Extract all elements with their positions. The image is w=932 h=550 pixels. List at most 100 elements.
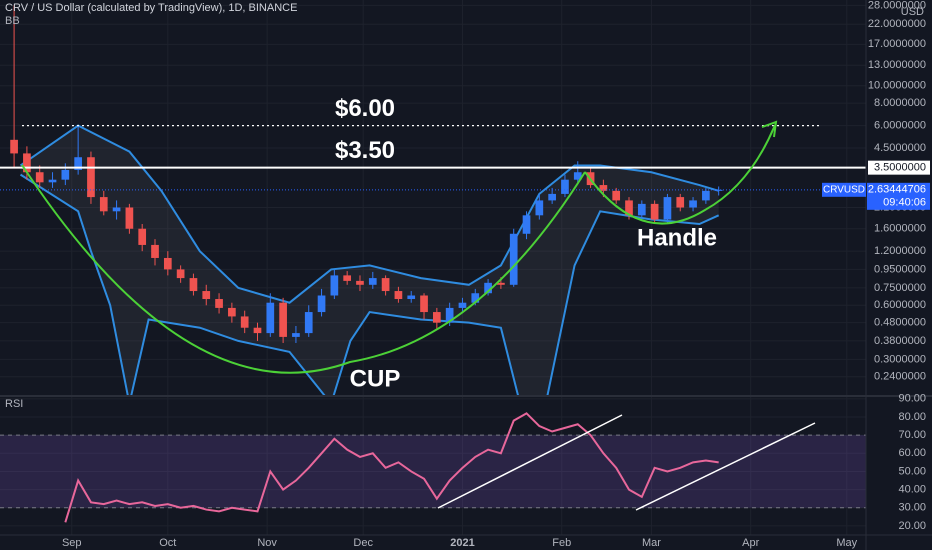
candle-body	[189, 278, 198, 292]
rsi-trendline	[635, 422, 816, 511]
rsi-tick-label: 70.00	[898, 429, 926, 441]
candle-body	[599, 185, 608, 191]
candle-body	[330, 275, 339, 296]
y-tick-label: 0.6000000	[874, 299, 926, 311]
level-label: $6.00	[335, 95, 395, 122]
rsi-band	[0, 435, 866, 508]
y-tick-label: 8.0000000	[874, 97, 926, 109]
band-lower	[19, 173, 720, 395]
candle-body	[420, 295, 428, 313]
y-tick-label: 6.0000000	[874, 119, 926, 131]
arrow-head	[761, 120, 778, 138]
symbol-box	[822, 182, 866, 197]
candle-body	[689, 200, 697, 208]
x-tick-label: Apr	[742, 537, 759, 549]
candle-body	[663, 197, 672, 220]
x-tick-label: 2021	[450, 537, 474, 549]
y-tick-label: 0.2400000	[874, 371, 926, 383]
candle-body	[522, 215, 531, 234]
candle-body	[266, 302, 275, 334]
rsi-tick-label: 90.00	[898, 393, 926, 405]
candle-body	[548, 193, 556, 201]
symbol-label: CRVUSD	[823, 184, 865, 195]
candle-body	[163, 257, 172, 270]
candle-body	[317, 295, 326, 313]
chart-title: CRV / US Dollar (calculated by TradingVi…	[5, 2, 297, 14]
price-box	[867, 182, 930, 210]
candle-body	[484, 282, 492, 294]
candle-body	[343, 275, 352, 281]
candle-body	[304, 312, 313, 334]
candle-body	[458, 302, 467, 308]
y-tick-label: 4.5000000	[874, 142, 926, 154]
level-label: $3.50	[335, 137, 395, 164]
y-tick-label: 28.0000000	[868, 0, 926, 11]
candle-body	[368, 278, 377, 285]
rsi-tick-label: 50.00	[898, 465, 926, 477]
y-tick-label: 1.6000000	[874, 223, 926, 235]
cup-label: CUP	[350, 365, 401, 392]
last-price-label: 2.63444706	[868, 184, 926, 196]
candle-body	[509, 233, 518, 285]
rsi-tick-label: 60.00	[898, 447, 926, 459]
candle-body	[215, 299, 223, 308]
candle-body	[48, 179, 57, 183]
candle-body	[228, 307, 236, 317]
y-tick-label: 0.9500000	[874, 263, 926, 275]
band-fill	[20, 125, 719, 395]
rsi-tick-label: 80.00	[898, 411, 926, 423]
candle-body	[612, 190, 621, 201]
candle-body	[407, 295, 416, 300]
x-tick-label: Sep	[62, 537, 82, 549]
x-tick-label: Feb	[552, 537, 571, 549]
indicator-label: BB	[5, 15, 20, 27]
x-tick-label: Dec	[353, 537, 373, 549]
rsi-tick-label: 40.00	[898, 484, 926, 496]
price-pane	[0, 5, 866, 395]
rsi-tick-label: 20.00	[898, 520, 926, 532]
candle-body	[202, 291, 211, 300]
rsi-label: RSI	[5, 398, 23, 410]
candle-body	[573, 172, 582, 180]
band-upper	[19, 124, 719, 304]
candle-body	[637, 203, 646, 216]
candle-body	[279, 302, 287, 337]
candle-body	[112, 207, 121, 212]
candle-body	[138, 228, 147, 245]
candle-body	[381, 278, 390, 292]
candle-body	[292, 333, 300, 337]
rsi-pane	[0, 412, 866, 523]
candle-body	[23, 153, 31, 173]
y-tick-label: 10.0000000	[868, 80, 926, 92]
candle-body	[535, 200, 544, 216]
candle-body	[497, 282, 505, 285]
handle-curve	[584, 124, 776, 225]
y-tick-label: 0.3000000	[874, 353, 926, 365]
candle-body	[74, 157, 82, 170]
y-tick-label: 22.0000000	[868, 18, 926, 30]
y-tick-label: 13.0000000	[868, 59, 926, 71]
candle-body	[10, 139, 18, 154]
candle-body	[561, 179, 569, 194]
x-tick-label: May	[836, 537, 857, 549]
x-tick-label: Nov	[257, 537, 277, 549]
rsi-tick-label: 30.00	[898, 502, 926, 514]
candle-body	[702, 190, 710, 201]
candle-body	[394, 291, 403, 300]
candle-body	[714, 189, 723, 191]
rsi-line	[64, 412, 719, 523]
handle-label: Handle	[637, 224, 717, 251]
candle-body	[61, 169, 70, 180]
currency-label: USD	[901, 6, 924, 18]
candle-body	[151, 244, 159, 258]
x-tick-label: Mar	[642, 537, 661, 549]
candle-body	[176, 269, 185, 279]
x-tick-label: Oct	[159, 537, 176, 549]
rsi-trendline	[437, 414, 623, 509]
candle-body	[87, 157, 95, 198]
countdown-label: 09:40:06	[883, 197, 926, 209]
y-tick-label: 0.4800000	[874, 317, 926, 329]
cup-curve	[21, 164, 586, 374]
